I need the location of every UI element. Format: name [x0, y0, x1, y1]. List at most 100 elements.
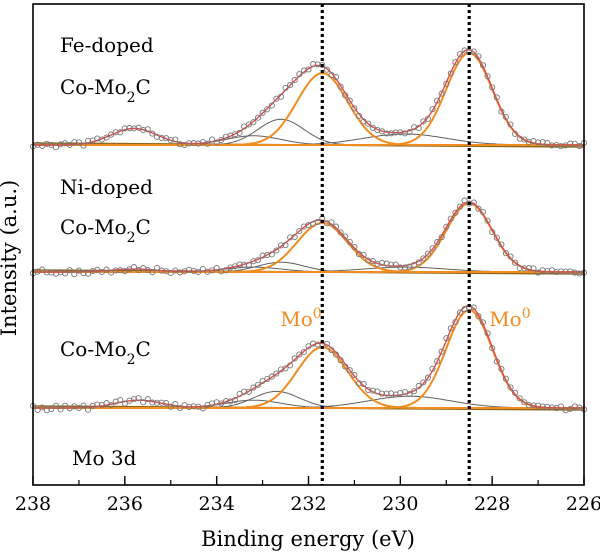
- data-point: [103, 134, 110, 141]
- data-point: [406, 391, 413, 398]
- data-point: [346, 367, 353, 374]
- data-point: [250, 384, 257, 391]
- data-point: [452, 59, 459, 66]
- data-points: [29, 304, 588, 414]
- data-point: [291, 355, 298, 362]
- data-point: [71, 139, 78, 146]
- data-point: [314, 218, 321, 226]
- data-point: [411, 124, 418, 131]
- data-point: [94, 401, 101, 408]
- data-point: [443, 335, 450, 342]
- data-point: [337, 229, 344, 236]
- data-point: [333, 223, 340, 230]
- mo0-component-2: [33, 346, 584, 409]
- data-point: [420, 118, 427, 125]
- data-point: [479, 208, 487, 216]
- mo0-label-2: Mo0: [280, 306, 321, 331]
- data-point: [355, 251, 363, 258]
- data-point: [204, 140, 211, 147]
- data-point: [502, 113, 509, 121]
- data-point: [85, 270, 92, 277]
- mo3d-label: Mo 3d: [72, 446, 137, 470]
- data-point: [420, 255, 427, 262]
- data-point: [420, 379, 427, 386]
- data-point: [475, 313, 482, 320]
- data-point: [57, 141, 64, 148]
- data-point: [415, 124, 422, 132]
- data-point: [521, 265, 528, 272]
- data-point: [553, 268, 560, 276]
- data-point: [512, 130, 519, 137]
- data-point: [388, 130, 395, 137]
- data-point: [254, 114, 262, 121]
- data-point: [158, 267, 165, 274]
- data-point: [305, 66, 312, 73]
- data-point: [130, 264, 138, 271]
- data-point: [383, 130, 390, 137]
- data-points: [29, 197, 588, 278]
- data-point: [186, 403, 193, 411]
- x-tick-label: 228: [474, 493, 510, 515]
- data-point: [144, 396, 151, 403]
- data-point: [507, 384, 514, 391]
- data-point: [369, 258, 376, 265]
- data-point: [365, 257, 372, 264]
- data-point: [447, 70, 454, 77]
- data-point: [163, 400, 170, 407]
- sample-name-1: Fe-doped: [60, 33, 154, 57]
- data-point: [277, 242, 285, 249]
- mo0-label-1: Mo0: [489, 306, 530, 331]
- data-point: [282, 365, 289, 372]
- data-point: [498, 241, 505, 248]
- fit-envelope: [33, 201, 584, 273]
- data-point: [254, 381, 262, 388]
- x-tick-label: 230: [382, 493, 418, 515]
- data-point: [557, 268, 565, 275]
- sample-formula-2: Co-Mo2C: [60, 215, 151, 246]
- data-point: [502, 250, 509, 257]
- data-point: [135, 395, 142, 402]
- data-point: [57, 269, 64, 276]
- data-point: [337, 83, 344, 90]
- data-point: [571, 269, 578, 276]
- data-point: [268, 102, 275, 109]
- data-point: [140, 399, 147, 406]
- data-point: [456, 203, 464, 210]
- data-point: [209, 136, 216, 143]
- data-point: [190, 140, 197, 147]
- data-point: [443, 80, 450, 87]
- data-point: [277, 366, 285, 373]
- component-peak-4: [33, 390, 584, 409]
- component-peak-4: [33, 118, 584, 146]
- data-point: [351, 372, 358, 379]
- data-point: [521, 399, 528, 406]
- data-point: [310, 340, 317, 347]
- data-point: [447, 325, 454, 332]
- data-point: [71, 271, 78, 278]
- data-point: [443, 223, 450, 230]
- data-point: [557, 403, 565, 410]
- data-point: [461, 197, 468, 204]
- data-point: [489, 84, 496, 91]
- data-point: [34, 406, 41, 414]
- data-point: [314, 61, 321, 68]
- data-point: [296, 351, 303, 358]
- data-point: [80, 270, 87, 277]
- data-point: [144, 126, 151, 133]
- data-point: [484, 330, 491, 337]
- data-point: [397, 264, 404, 271]
- data-point: [259, 252, 266, 259]
- data-point: [264, 106, 271, 113]
- data-point: [351, 105, 358, 112]
- x-tick-label: 234: [199, 493, 235, 515]
- data-point: [39, 266, 46, 273]
- data-point: [521, 136, 528, 143]
- data-point: [342, 233, 349, 240]
- data-point: [576, 270, 583, 277]
- data-point: [245, 388, 252, 395]
- data-point: [337, 357, 344, 364]
- data-point: [158, 399, 165, 406]
- annotations: Fe-doped Co-Mo2C Ni-doped Co-Mo2C Co-Mo2C Mo0…: [60, 33, 531, 470]
- data-point: [539, 403, 546, 410]
